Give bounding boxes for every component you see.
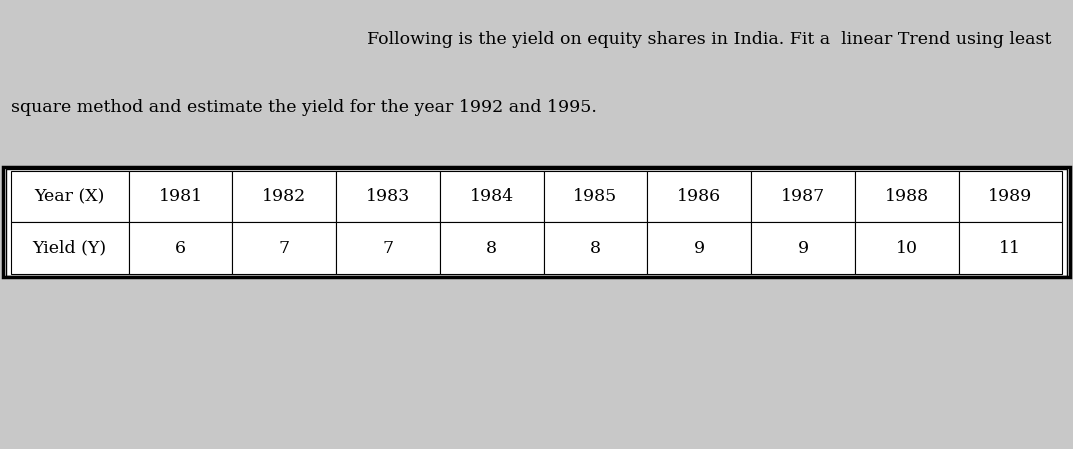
Bar: [855, 171, 958, 222]
Bar: [336, 171, 440, 222]
Text: 1983: 1983: [366, 188, 410, 205]
Bar: [11, 171, 129, 222]
Text: 7: 7: [279, 240, 290, 256]
Bar: [958, 171, 1062, 222]
Text: 1989: 1989: [988, 188, 1032, 205]
Bar: [544, 171, 647, 222]
Text: 9: 9: [693, 240, 705, 256]
Text: 8: 8: [486, 240, 497, 256]
Text: 1981: 1981: [159, 188, 203, 205]
Bar: [440, 222, 544, 274]
Bar: [647, 171, 751, 222]
Text: square method and estimate the yield for the year 1992 and 1995.: square method and estimate the yield for…: [11, 99, 597, 116]
Text: Yield (Y): Yield (Y): [32, 240, 107, 256]
Bar: [855, 222, 958, 274]
Text: 1988: 1988: [884, 188, 929, 205]
Bar: [440, 171, 544, 222]
Text: 1984: 1984: [470, 188, 514, 205]
Bar: [129, 171, 233, 222]
Bar: [958, 222, 1062, 274]
Text: 1986: 1986: [677, 188, 721, 205]
Bar: [3, 167, 1070, 277]
Text: 1987: 1987: [781, 188, 825, 205]
Text: 8: 8: [590, 240, 601, 256]
Text: Following is the yield on equity shares in India. Fit a  linear Trend using leas: Following is the yield on equity shares …: [367, 31, 1052, 48]
Bar: [129, 222, 233, 274]
Bar: [233, 222, 336, 274]
Bar: [336, 222, 440, 274]
Bar: [647, 222, 751, 274]
Bar: [751, 171, 855, 222]
Bar: [233, 171, 336, 222]
Text: 6: 6: [175, 240, 186, 256]
Bar: [751, 222, 855, 274]
Text: Year (X): Year (X): [34, 188, 105, 205]
Text: 1985: 1985: [573, 188, 618, 205]
Text: 11: 11: [999, 240, 1021, 256]
Text: 10: 10: [896, 240, 917, 256]
Text: 1982: 1982: [262, 188, 307, 205]
Bar: [11, 222, 129, 274]
Text: 7: 7: [382, 240, 394, 256]
Text: 9: 9: [797, 240, 809, 256]
Bar: [6, 169, 1067, 276]
Bar: [544, 222, 647, 274]
